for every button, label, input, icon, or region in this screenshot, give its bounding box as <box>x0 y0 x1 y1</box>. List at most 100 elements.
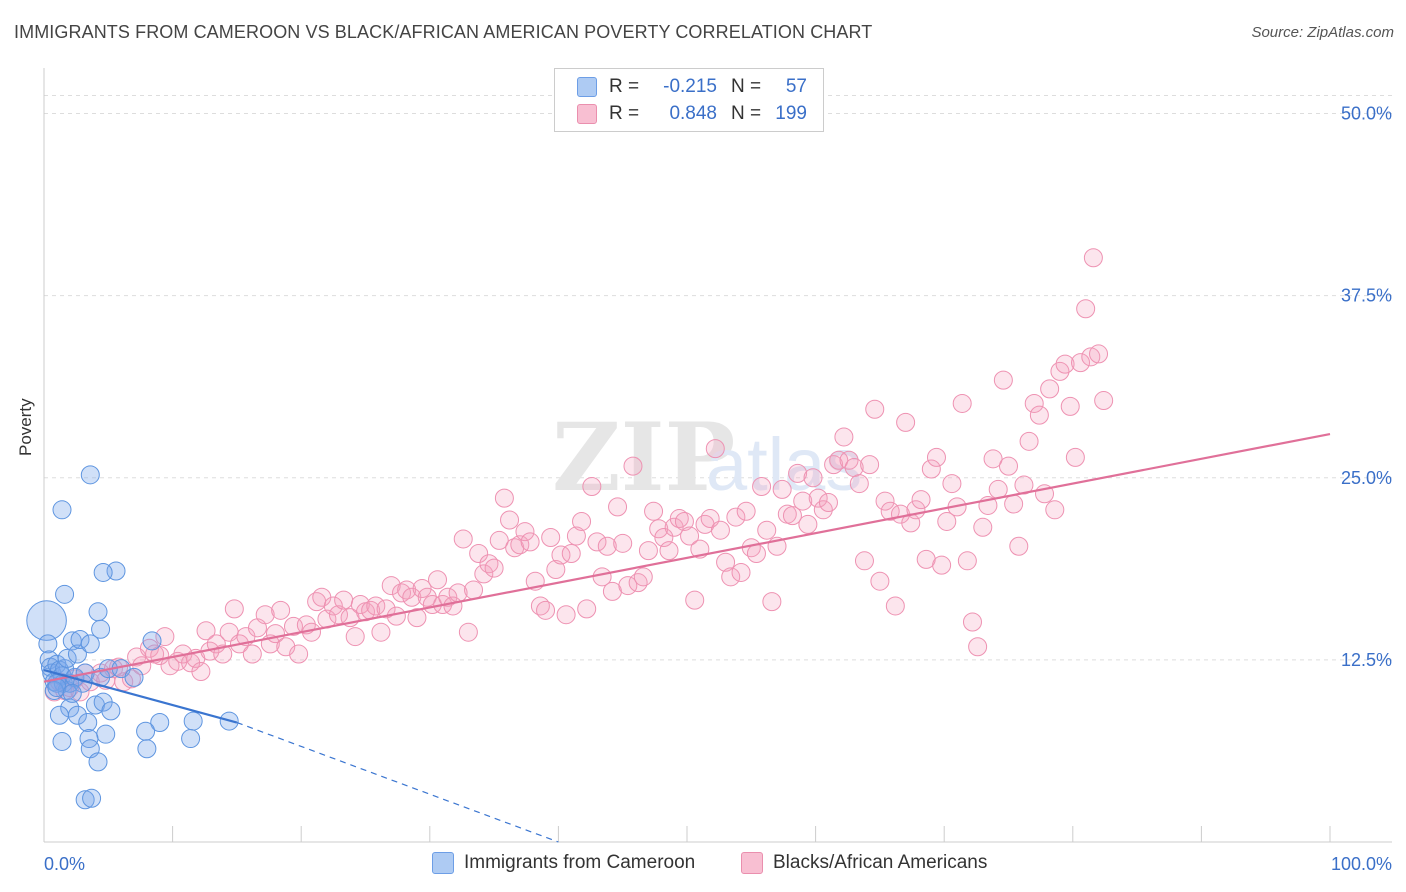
data-point-black <box>1004 494 1024 514</box>
data-point-black <box>572 511 592 531</box>
data-point-black <box>973 517 993 537</box>
data-point-black <box>608 497 628 517</box>
data-point-black <box>428 570 448 590</box>
y-tick-label: 50.0% <box>1341 104 1392 124</box>
tick-labels: 12.5% 25.0% 37.5% 50.0% 0.0% 100.0% <box>44 104 1392 874</box>
correlation-legend: R = -0.215 N = 57 R = 0.848 N = 199 <box>554 68 824 132</box>
data-point-black <box>484 558 504 578</box>
trend-line-cameroon-extrapolated <box>236 721 559 843</box>
data-point-black <box>597 536 617 556</box>
y-tick-label: 12.5% <box>1341 650 1392 670</box>
watermark-atlas: atlas <box>706 423 862 506</box>
data-point-black <box>644 501 664 521</box>
y-tick-label: 25.0% <box>1341 468 1392 488</box>
data-point-cameroon <box>93 562 113 582</box>
data-point-black <box>752 476 772 496</box>
data-point-black <box>464 580 484 600</box>
chart-title: IMMIGRANTS FROM CAMEROON VS BLACK/AFRICA… <box>14 22 873 42</box>
data-point-black <box>489 530 509 550</box>
legend-r-label: R = <box>609 103 640 124</box>
data-point-cameroon <box>91 619 111 639</box>
data-point-black <box>1089 344 1109 364</box>
data-point-black <box>392 583 412 603</box>
legend-n-label: N = <box>731 76 762 97</box>
data-point-black <box>469 544 489 564</box>
data-point-cameroon <box>137 739 157 759</box>
data-point-black <box>659 541 679 561</box>
series-immigrants-from-cameroon <box>26 465 239 810</box>
data-point-black <box>885 596 905 616</box>
data-point-black <box>1065 447 1085 467</box>
data-point-black <box>566 526 586 546</box>
data-point-black <box>1009 536 1029 556</box>
data-point-black <box>582 476 602 496</box>
data-point-cameroon <box>88 602 108 622</box>
data-point-black <box>1045 500 1065 520</box>
legend-item-cameroon[interactable]: Immigrants from Cameroon <box>432 852 695 874</box>
data-point-cameroon <box>70 629 90 649</box>
data-point-black <box>458 622 478 642</box>
data-point-cameroon <box>26 600 67 641</box>
data-point-black <box>860 455 880 475</box>
legend-swatch-black <box>741 852 763 874</box>
legend-n-label: N = <box>731 103 762 124</box>
data-point-black <box>577 599 597 619</box>
series-blacks-african-americans <box>44 248 1114 702</box>
data-point-cameroon <box>142 631 162 651</box>
data-point-black <box>255 605 275 625</box>
data-point-black <box>561 544 581 564</box>
data-point-black <box>139 638 159 658</box>
data-point-black <box>921 459 941 479</box>
data-point-black <box>1040 379 1060 399</box>
data-point-black <box>289 644 309 664</box>
data-point-black <box>968 637 988 657</box>
data-point-black <box>680 526 700 546</box>
data-point-cameroon <box>82 788 102 808</box>
data-point-black <box>1024 393 1044 413</box>
data-point-black <box>438 587 458 607</box>
data-point-cameroon <box>52 731 72 751</box>
data-point-black <box>628 573 648 593</box>
data-point-black <box>412 578 432 598</box>
data-point-cameroon <box>124 667 144 687</box>
data-point-cameroon <box>38 634 58 654</box>
gridlines <box>44 95 1392 661</box>
data-point-cameroon <box>57 648 77 668</box>
data-point-black <box>788 463 808 483</box>
data-point-black <box>407 608 427 628</box>
series-legend: Immigrants from Cameroon Blacks/African … <box>0 852 1406 878</box>
data-point-black <box>911 490 931 510</box>
data-point-black <box>865 399 885 419</box>
data-point-cameroon <box>60 698 80 718</box>
data-point-black <box>808 488 828 508</box>
data-point-black <box>323 596 343 616</box>
data-point-black <box>1083 248 1103 268</box>
data-point-black <box>213 644 233 664</box>
axes <box>43 68 1392 843</box>
legend-item-black[interactable]: Blacks/African Americans <box>741 852 987 874</box>
watermark-zip: ZIP <box>552 403 735 513</box>
data-point-black <box>854 551 874 571</box>
legend-r-value: 0.848 <box>669 103 717 124</box>
data-point-cameroon <box>55 584 75 604</box>
data-point-cameroon <box>101 701 121 721</box>
data-point-black <box>515 522 535 542</box>
data-point-black <box>556 605 576 625</box>
data-point-black <box>674 511 694 531</box>
y-axis-label: Poverty <box>16 398 35 456</box>
data-point-black <box>191 662 211 682</box>
data-point-black <box>371 622 391 642</box>
data-point-black <box>962 612 982 632</box>
data-point-cameroon <box>181 729 201 749</box>
data-point-black <box>818 493 838 513</box>
data-point-cameroon <box>67 644 87 664</box>
data-point-cameroon <box>96 724 116 744</box>
data-point-black <box>587 532 607 552</box>
data-point-black <box>746 544 766 564</box>
data-point-black <box>494 488 514 508</box>
legend-row-cameroon: R = -0.215 N = 57 <box>577 74 807 100</box>
data-point-black <box>381 576 401 596</box>
data-point-cameroon <box>88 752 108 772</box>
data-point-cameroon <box>183 711 203 731</box>
